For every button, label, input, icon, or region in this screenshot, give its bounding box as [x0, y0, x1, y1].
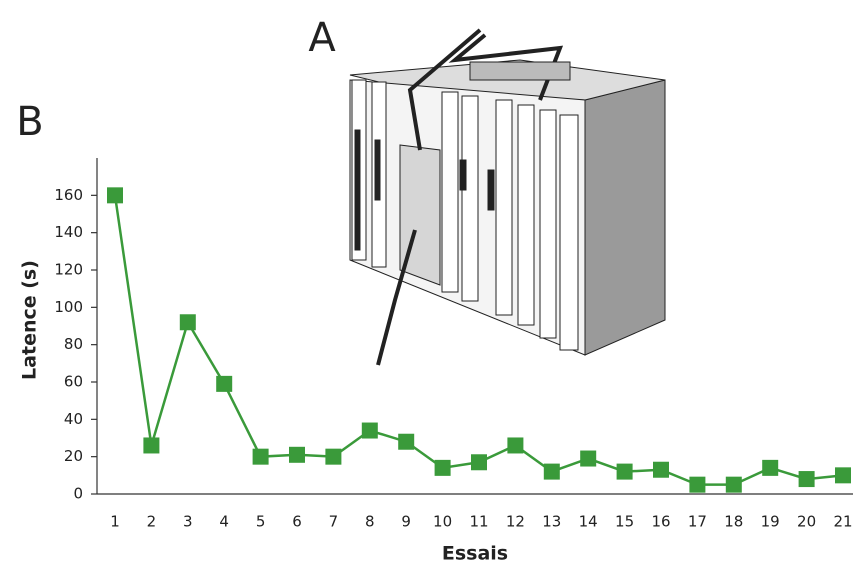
marker — [799, 471, 815, 487]
marker — [253, 449, 269, 465]
y-tick-label: 60 — [64, 373, 83, 391]
y-tick-label: 40 — [64, 410, 83, 428]
x-tick-label: 11 — [469, 513, 488, 531]
y-tick-label: 20 — [64, 447, 83, 465]
x-tick-label: 3 — [183, 513, 193, 531]
x-tick-label: 4 — [219, 513, 229, 531]
marker — [435, 460, 451, 476]
y-tick-label: 160 — [54, 186, 83, 204]
x-tick-label: 19 — [761, 513, 780, 531]
x-tick-label: 15 — [615, 513, 634, 531]
x-tick-label: 21 — [833, 513, 852, 531]
x-tick-label: 7 — [329, 513, 339, 531]
marker — [362, 423, 378, 439]
marker — [507, 437, 523, 453]
marker — [216, 376, 232, 392]
marker — [107, 187, 123, 203]
x-tick-label: 10 — [433, 513, 452, 531]
marker — [289, 447, 305, 463]
marker — [143, 437, 159, 453]
x-tick-label: 5 — [256, 513, 266, 531]
x-tick-label: 16 — [651, 513, 670, 531]
x-tick-label: 9 — [401, 513, 411, 531]
marker — [762, 460, 778, 476]
x-tick-label: 12 — [506, 513, 525, 531]
x-axis-title: Essais — [442, 543, 508, 565]
marker — [325, 449, 341, 465]
marker — [180, 314, 196, 330]
apparatus-illustration — [350, 30, 665, 365]
y-tick-label: 100 — [54, 298, 83, 316]
y-tick-label: 140 — [54, 223, 83, 241]
y-tick-label: 0 — [73, 485, 83, 503]
marker — [726, 477, 742, 493]
x-tick-label: 14 — [579, 513, 598, 531]
marker — [835, 467, 851, 483]
x-tick-label: 8 — [365, 513, 375, 531]
y-tick-label: 80 — [64, 335, 83, 353]
x-tick-label: 17 — [688, 513, 707, 531]
x-tick-label: 13 — [542, 513, 561, 531]
y-axis-title: Latence (s) — [19, 260, 41, 380]
marker — [580, 451, 596, 467]
panel-label: A — [308, 15, 336, 61]
marker — [617, 464, 633, 480]
marker — [544, 464, 560, 480]
x-tick-label: 1 — [110, 513, 120, 531]
x-tick-label: 2 — [147, 513, 157, 531]
marker — [689, 477, 705, 493]
x-tick-label: 6 — [292, 513, 302, 531]
x-tick-label: 20 — [797, 513, 816, 531]
y-tick-label: 120 — [54, 261, 83, 279]
x-tick-label: 18 — [724, 513, 743, 531]
figure: A B Latence (s) Essais 02040608010012014… — [0, 0, 853, 565]
marker — [653, 462, 669, 478]
marker — [398, 434, 414, 450]
marker — [471, 454, 487, 470]
panel-label: B — [16, 99, 43, 145]
